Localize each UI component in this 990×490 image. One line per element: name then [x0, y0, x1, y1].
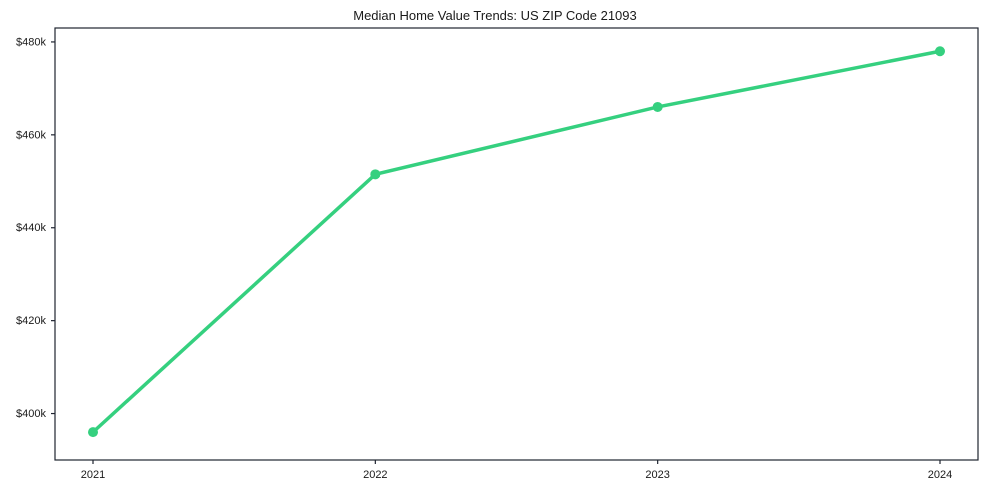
line-series [91, 49, 942, 434]
data-point-marker [652, 101, 663, 112]
chart-title: Median Home Value Trends: US ZIP Code 21… [353, 8, 637, 23]
y-tick-label: $400k [16, 408, 46, 420]
x-tick-label: 2023 [645, 469, 669, 481]
data-point-marker [935, 46, 945, 57]
data-point-marker [370, 169, 381, 180]
x-tick-label: 2022 [363, 469, 387, 481]
data-point-marker [88, 427, 98, 438]
y-tick-label: $480k [16, 36, 46, 48]
y-tick-label: $440k [16, 222, 46, 234]
x-tick-label: 2024 [928, 469, 952, 481]
y-tick-label: $460k [16, 129, 46, 141]
x-tick-label: 2021 [81, 469, 105, 481]
plot-border [54, 27, 979, 461]
y-tick-label: $420k [16, 315, 46, 327]
